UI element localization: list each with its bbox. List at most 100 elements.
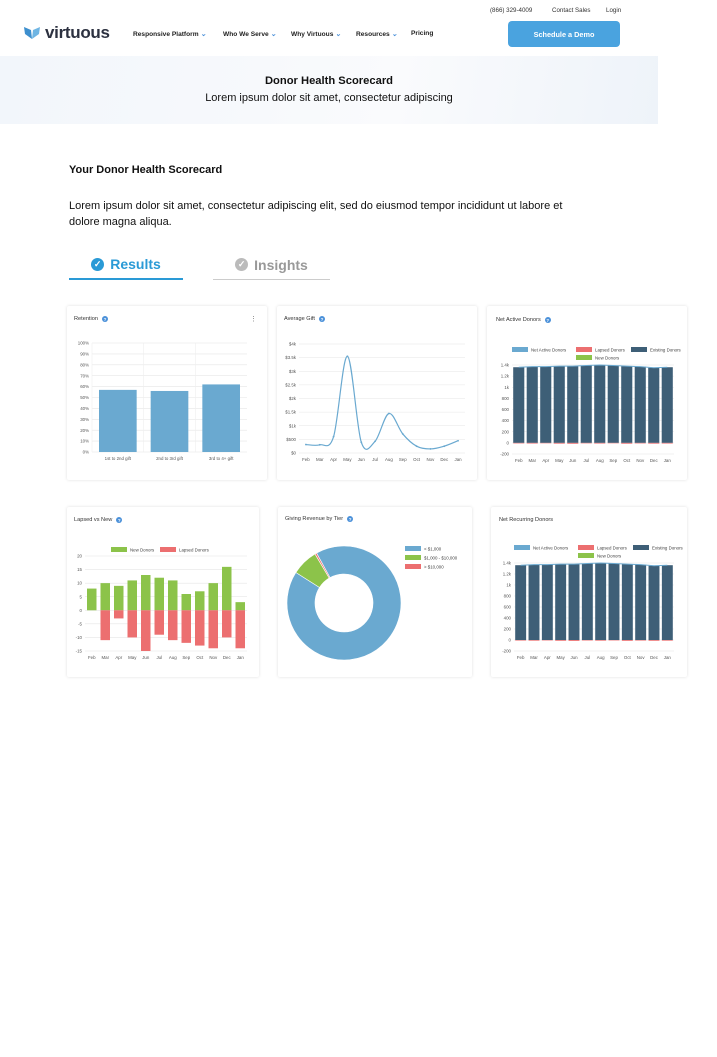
hero-banner: Donor Health Scorecard Lorem ipsum dolor…: [0, 56, 658, 124]
bar-existing: [648, 565, 660, 640]
bar-lapsed: [181, 610, 191, 643]
giving-revenue-card: Giving Revenue by Tier? < $1,000 $1,000 -…: [278, 507, 472, 677]
bar-existing: [553, 366, 565, 443]
y-tick-label: 1k: [506, 583, 511, 588]
more-options-icon[interactable]: ⋮: [250, 316, 257, 323]
bar: [99, 389, 137, 452]
x-tick-label: Dec: [650, 458, 659, 463]
nav-why-virtuous[interactable]: Why Virtuous ⌄: [291, 31, 342, 38]
legend-label: New Donors: [597, 553, 622, 558]
schedule-demo-button[interactable]: Schedule a Demo: [508, 21, 620, 47]
x-tick-label: Oct: [413, 457, 421, 462]
bar-new: [168, 580, 178, 611]
x-tick-label: Feb: [302, 457, 310, 462]
x-tick-label: 1st to 2nd gift: [105, 456, 132, 461]
login-link[interactable]: Login: [606, 7, 622, 14]
tab-insights[interactable]: ✓ Insights: [213, 250, 330, 280]
net-active-line: [520, 562, 668, 567]
y-tick-label: 1.4k: [501, 363, 510, 368]
contact-sales-link[interactable]: Contact Sales: [552, 7, 591, 14]
bar-lapsed: [595, 640, 607, 641]
phone-link[interactable]: (866) 329-4009: [490, 7, 533, 14]
x-tick-label: Aug: [385, 457, 393, 462]
tab-results[interactable]: ✓ Results: [69, 250, 183, 280]
y-tick-label: $0: [291, 451, 296, 456]
bar-existing: [513, 367, 525, 443]
y-tick-label: 0: [509, 638, 512, 643]
y-tick-label: -200: [500, 452, 509, 457]
x-tick-label: Nov: [637, 655, 646, 660]
lapsed-vs-new-card: Lapsed vs New? New Donors Lapsed Donors -1…: [67, 507, 259, 677]
nav-resources[interactable]: Resources ⌄: [356, 31, 398, 38]
x-tick-label: Sep: [399, 457, 407, 462]
tab-insights-label: Insights: [254, 256, 308, 273]
check-circle-icon: ✓: [235, 258, 249, 271]
legend-swatch: [631, 347, 647, 352]
y-tick-label: 0: [80, 608, 83, 613]
legend-label: > $10,000: [424, 564, 444, 569]
bar-lapsed: [141, 610, 151, 651]
bar-new: [208, 583, 218, 611]
legend-label: New Donors: [595, 355, 620, 360]
net-active-line: [518, 364, 668, 369]
x-tick-label: Nov: [636, 458, 645, 463]
y-tick-label: 400: [504, 616, 512, 621]
help-icon[interactable]: ?: [347, 516, 354, 522]
y-tick-label: -5: [78, 621, 82, 626]
bar-existing: [621, 366, 633, 443]
x-tick-label: 3rd to 4+ gift: [209, 456, 234, 461]
utility-bar: (866) 329-4009 Contact Sales Login: [0, 7, 717, 17]
help-icon[interactable]: ?: [319, 316, 325, 322]
y-tick-label: 60%: [80, 384, 89, 389]
y-tick-label: 100%: [78, 341, 89, 346]
logo[interactable]: virtuous: [24, 23, 110, 43]
legend-swatch: [578, 553, 594, 558]
bar-lapsed: [114, 610, 124, 619]
bar-existing: [621, 564, 633, 640]
net-recurring-donors-chart: Net Active Donors Lapsed Donors Existing D…: [502, 545, 684, 660]
x-tick-label: May: [343, 457, 352, 462]
legend-swatch: [405, 564, 421, 569]
retention-chart: 0% 10% 20% 30% 40% 50% 60% 70% 80% 90% 100% 1st to …: [78, 341, 247, 461]
y-tick-label: 1.4k: [503, 561, 512, 566]
bar-existing: [567, 366, 579, 443]
help-icon[interactable]: ?: [101, 316, 108, 322]
legend-swatch: [514, 545, 530, 550]
bar-new: [195, 591, 205, 611]
legend-label: Lapsed Donors: [179, 547, 210, 552]
bar-lapsed: [168, 610, 178, 641]
y-tick-label: $2.5k: [285, 382, 297, 387]
x-tick-label: Jun: [569, 458, 577, 463]
bar-existing: [608, 563, 620, 640]
data-point: [415, 445, 418, 448]
help-icon[interactable]: ?: [544, 317, 551, 323]
bar-new: [154, 577, 164, 611]
data-point: [305, 443, 307, 446]
help-icon[interactable]: ?: [116, 517, 123, 523]
y-tick-label: 10%: [80, 439, 89, 444]
nav-who-we-serve[interactable]: Who We Serve ⌄: [223, 31, 277, 38]
data-point: [457, 439, 459, 442]
nav-responsive-platform[interactable]: Responsive Platform ⌄: [133, 31, 207, 38]
y-tick-label: $3.5k: [285, 355, 297, 360]
x-tick-label: Oct: [196, 655, 204, 660]
bar-new: [235, 602, 245, 611]
chart-title: Lapsed vs New: [74, 517, 113, 523]
legend-label: Existing Donors: [650, 347, 682, 352]
legend-label: New Donors: [130, 547, 155, 552]
legend-label: Lapsed Donors: [595, 347, 626, 352]
bar-existing: [661, 367, 673, 443]
bar-lapsed: [568, 640, 580, 641]
x-tick-label: Jun: [142, 655, 150, 660]
net-active-donors-chart: Net Active Donors Lapsed Donors Existing D…: [500, 347, 682, 463]
bar-lapsed: [621, 640, 633, 641]
logo-text: virtuous: [45, 23, 110, 42]
x-tick-label: Apr: [542, 458, 549, 463]
bar-lapsed: [648, 442, 660, 444]
legend-swatch: [111, 547, 127, 552]
x-tick-label: Oct: [624, 655, 632, 660]
nav-pricing[interactable]: Pricing: [411, 30, 434, 37]
x-tick-label: Jul: [156, 655, 162, 660]
bar-existing: [515, 565, 527, 640]
bar-existing: [541, 564, 553, 640]
